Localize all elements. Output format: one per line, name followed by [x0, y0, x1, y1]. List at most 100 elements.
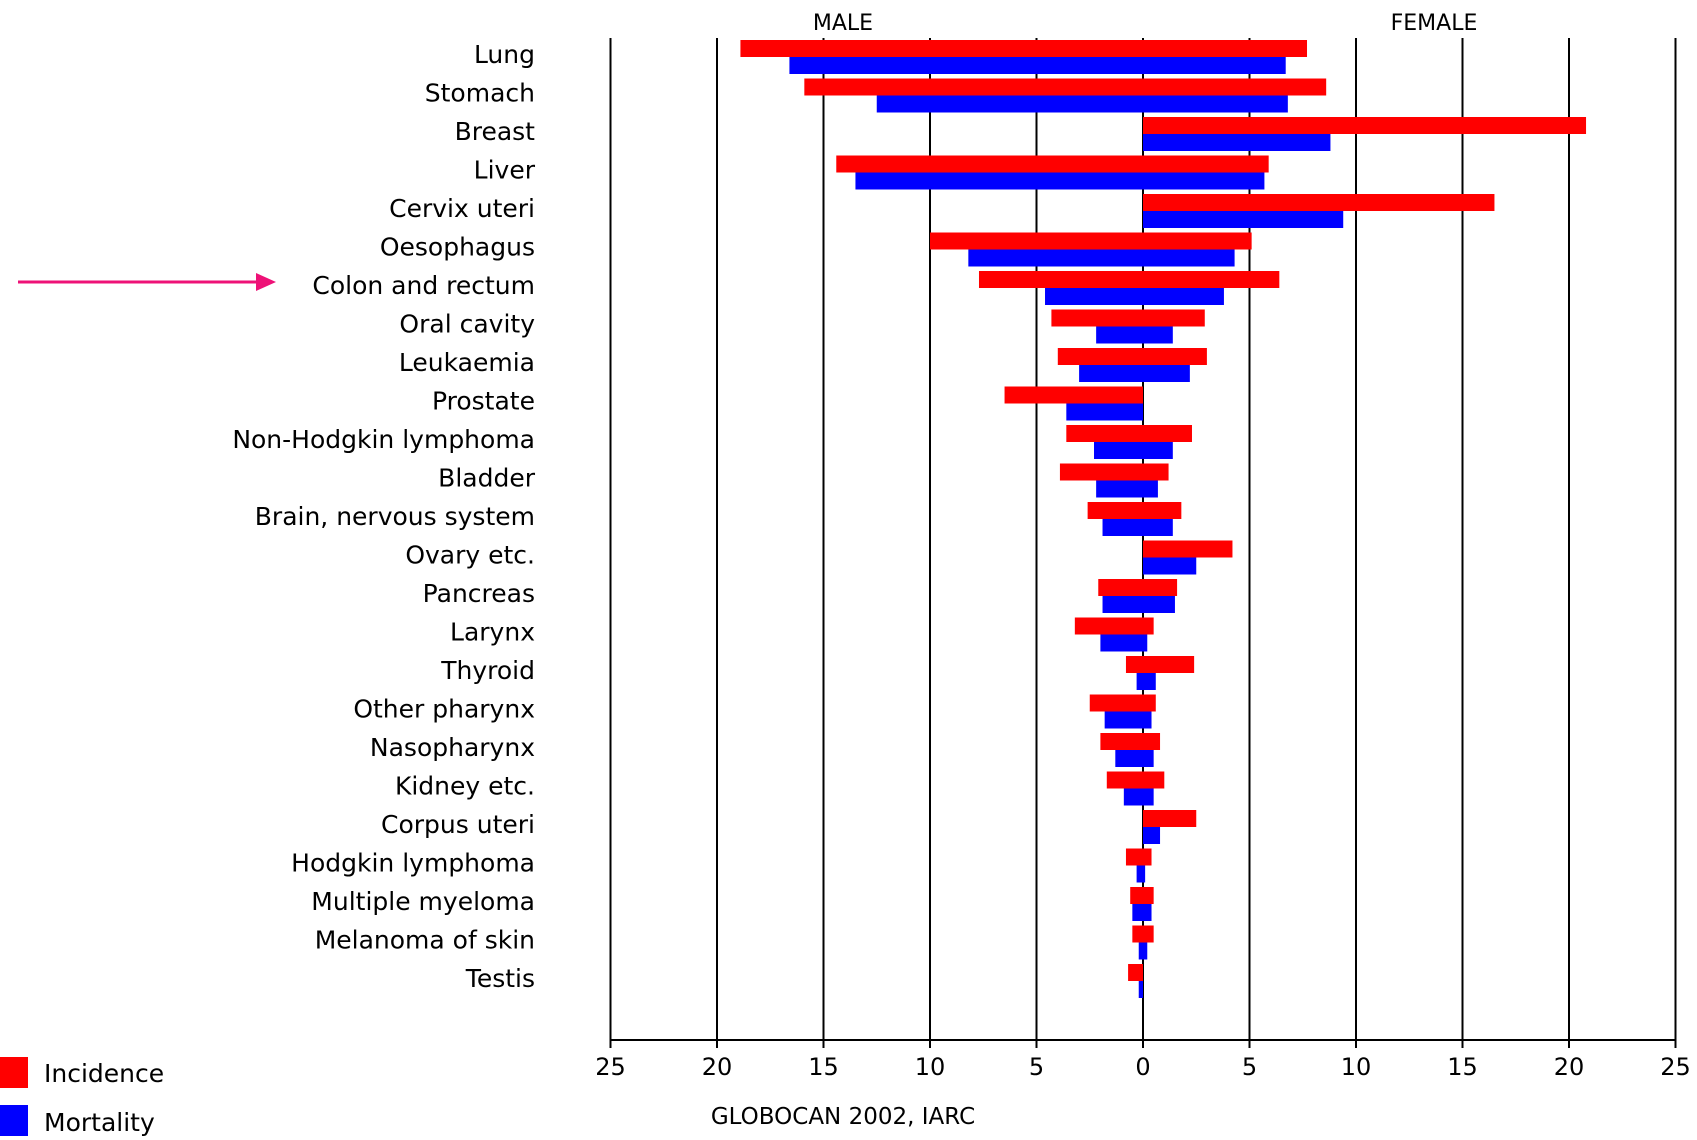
x-tick-label: 15: [1447, 1053, 1478, 1081]
bar-incidence-male-larynx: [1074, 617, 1143, 635]
category-label-stomach: Stomach: [425, 79, 535, 108]
bar-mortality-male-melanoma-of-skin: [1138, 942, 1143, 960]
category-label-breast: Breast: [455, 117, 536, 146]
legend-label-mortality: Mortality: [44, 1108, 155, 1136]
bar-incidence-male-nasopharynx: [1100, 733, 1143, 750]
x-tick-label: 20: [1554, 1053, 1585, 1081]
category-label-non-hodgkin-lymphoma: Non-Hodgkin lymphoma: [232, 425, 535, 454]
male-header: MALE: [813, 11, 873, 36]
bar-mortality-female-cervix-uteri: [1143, 211, 1344, 228]
bar-incidence-male-bladder: [1059, 463, 1143, 481]
bar-mortality-female-kidney-etc: [1143, 788, 1154, 806]
category-label-corpus-uteri: Corpus uteri: [381, 810, 535, 839]
bar-mortality-female-lung: [1143, 57, 1286, 74]
bar-mortality-female-stomach: [1143, 95, 1288, 113]
bar-incidence-male-prostate: [1004, 386, 1143, 404]
axis-layer: 25 20 15 10 5 0 5 10 15 20 25: [595, 1039, 1691, 1081]
bar-incidence-male-other-pharynx: [1089, 694, 1143, 712]
bar-mortality-female-pancreas: [1143, 596, 1175, 613]
bar-incidence-male-brain-nervous-system: [1087, 502, 1143, 519]
bar-mortality-male-liver: [855, 172, 1143, 190]
bar-incidence-female-oesophagus: [1143, 232, 1252, 250]
bar-mortality-male-nasopharynx: [1115, 750, 1143, 767]
bar-incidence-male-testis: [1128, 964, 1143, 981]
bar-mortality-female-non-hodgkin-lymphoma: [1143, 442, 1173, 459]
bar-incidence-female-ovary-etc: [1143, 540, 1233, 558]
category-label-hodgkin-lymphoma: Hodgkin lymphoma: [291, 849, 535, 878]
category-label-thyroid: Thyroid: [440, 656, 535, 685]
bar-incidence-female-liver: [1143, 155, 1269, 173]
category-label-other-pharynx: Other pharynx: [353, 695, 535, 724]
bar-incidence-male-leukaemia: [1057, 348, 1143, 365]
label-layer: Lung Stomach Breast Liver Cervix uteri Oesoph…: [232, 40, 535, 993]
bar-mortality-female-other-pharynx: [1143, 711, 1152, 729]
bar-mortality-female-nasopharynx: [1143, 750, 1154, 767]
bar-incidence-male-multiple-myeloma: [1130, 887, 1143, 904]
category-label-kidney-etc: Kidney etc.: [395, 772, 535, 801]
x-tick-label: 0: [1135, 1053, 1150, 1081]
bar-incidence-male-oral-cavity: [1051, 309, 1143, 327]
x-tick-label: 5: [1029, 1053, 1044, 1081]
bar-incidence-female-pancreas: [1143, 579, 1178, 596]
bar-mortality-female-breast: [1143, 134, 1331, 151]
bar-mortality-male-lung: [789, 57, 1143, 74]
bar-incidence-female-leukaemia: [1143, 348, 1207, 365]
arrow-head-icon: [256, 273, 276, 291]
legend: Incidence Mortality: [0, 1057, 164, 1137]
bar-mortality-male-leukaemia: [1079, 365, 1143, 382]
bar-incidence-female-breast: [1143, 117, 1587, 134]
bar-mortality-female-thyroid: [1143, 673, 1156, 690]
category-label-multiple-myeloma: Multiple myeloma: [311, 887, 535, 916]
category-label-liver: Liver: [474, 156, 536, 185]
category-label-lung: Lung: [474, 40, 535, 69]
bar-mortality-male-non-hodgkin-lymphoma: [1094, 442, 1143, 459]
bar-incidence-female-kidney-etc: [1143, 771, 1165, 789]
category-label-pancreas: Pancreas: [423, 579, 535, 608]
bar-mortality-male-other-pharynx: [1104, 711, 1143, 729]
bar-mortality-female-leukaemia: [1143, 365, 1190, 382]
category-label-prostate: Prostate: [432, 387, 535, 416]
x-tick-label: 10: [915, 1053, 946, 1081]
bar-mortality-male-oesophagus: [968, 249, 1143, 267]
category-label-brain-nervous-system: Brain, nervous system: [255, 502, 535, 531]
bar-mortality-male-stomach: [876, 95, 1143, 113]
bar-incidence-male-oesophagus: [930, 232, 1143, 250]
bar-mortality-male-bladder: [1096, 480, 1143, 498]
x-tick-label: 25: [1660, 1053, 1691, 1081]
bar-mortality-male-thyroid: [1136, 673, 1143, 690]
bar-incidence-male-liver: [836, 155, 1143, 173]
category-label-colon-and-rectum: Colon and rectum: [312, 271, 535, 300]
bar-mortality-female-larynx: [1143, 634, 1148, 652]
bar-mortality-male-testis: [1138, 981, 1143, 998]
bar-incidence-female-multiple-myeloma: [1143, 887, 1154, 904]
x-tick-label: 5: [1242, 1053, 1257, 1081]
bar-mortality-male-larynx: [1100, 634, 1143, 652]
bar-incidence-female-nasopharynx: [1143, 733, 1161, 750]
bar-incidence-male-hodgkin-lymphoma: [1125, 848, 1143, 866]
bar-incidence-female-larynx: [1143, 617, 1154, 635]
bar-incidence-female-colon-and-rectum: [1143, 271, 1280, 288]
bar-mortality-male-colon-and-rectum: [1045, 288, 1143, 305]
bar-incidence-female-brain-nervous-system: [1143, 502, 1182, 519]
bar-incidence-female-cervix-uteri: [1143, 194, 1495, 211]
category-label-nasopharynx: Nasopharynx: [370, 733, 535, 762]
bar-incidence-male-colon-and-rectum: [978, 271, 1143, 288]
bar-mortality-female-ovary-etc: [1143, 557, 1197, 575]
x-tick-label: 20: [702, 1053, 733, 1081]
legend-swatch-incidence: [0, 1057, 28, 1088]
category-label-oral-cavity: Oral cavity: [399, 310, 535, 339]
bar-mortality-male-brain-nervous-system: [1102, 519, 1143, 536]
x-tick-label: 25: [595, 1053, 626, 1081]
highlight-arrow: [18, 273, 276, 291]
bar-mortality-male-pancreas: [1102, 596, 1143, 613]
bar-incidence-male-melanoma-of-skin: [1132, 925, 1143, 943]
bar-incidence-male-pancreas: [1098, 579, 1143, 596]
bar-incidence-female-non-hodgkin-lymphoma: [1143, 425, 1192, 442]
bar-incidence-female-other-pharynx: [1143, 694, 1156, 712]
bar-incidence-male-thyroid: [1125, 656, 1143, 673]
category-label-bladder: Bladder: [438, 464, 536, 493]
bar-mortality-male-multiple-myeloma: [1132, 904, 1143, 921]
bar-incidence-male-kidney-etc: [1106, 771, 1143, 789]
